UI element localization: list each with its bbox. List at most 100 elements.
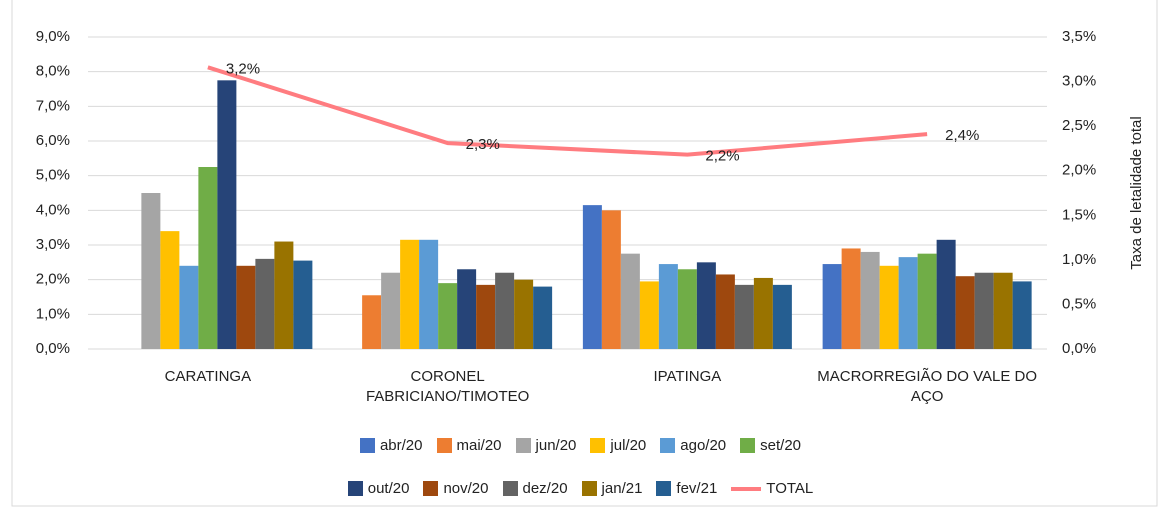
bar xyxy=(822,264,842,349)
legend-item: abr/20 xyxy=(359,437,423,454)
legend-label: set/20 xyxy=(760,437,802,454)
legend-swatch xyxy=(740,438,756,453)
bar xyxy=(362,295,382,349)
y-tick-label: 3,0% xyxy=(36,236,70,253)
y-tick-label: 6,0% xyxy=(36,132,70,149)
data-label: 2,3% xyxy=(466,136,500,153)
bar xyxy=(879,265,899,349)
legend-label: ago/20 xyxy=(680,437,727,454)
legend-swatch xyxy=(347,481,363,496)
legend-row: abr/20 mai/20 jun/20 jul/20 ago/20 set/20 xyxy=(0,437,1161,454)
bar xyxy=(495,272,515,349)
bar xyxy=(293,260,313,349)
x-tick-label: CORONEL FABRICIANO/TIMOTEO xyxy=(365,368,530,405)
y2-tick-label: 1,5% xyxy=(1062,206,1096,223)
legend-item: jan/21 xyxy=(581,480,643,497)
bar xyxy=(236,265,256,349)
bar xyxy=(255,258,275,349)
legend-item: mai/20 xyxy=(436,437,502,454)
bar xyxy=(955,276,975,349)
legend-label: out/20 xyxy=(367,480,410,497)
bar xyxy=(381,272,401,349)
legend-label: dez/20 xyxy=(522,480,568,497)
legend-item: ago/20 xyxy=(660,437,726,454)
legend-item: set/20 xyxy=(740,437,801,454)
legend-label: jan/21 xyxy=(601,480,643,497)
bar xyxy=(601,210,621,349)
legend-item: dez/20 xyxy=(502,480,568,497)
y-tick-label: 5,0% xyxy=(36,167,70,184)
y2-tick-label: 3,5% xyxy=(1062,28,1096,45)
y-tick-label: 0,0% xyxy=(36,340,70,357)
bar xyxy=(658,264,678,349)
data-label: 2,4% xyxy=(945,127,979,144)
bar xyxy=(639,281,659,349)
bar xyxy=(400,239,420,349)
bar xyxy=(772,284,792,349)
bar xyxy=(514,279,534,349)
y-tick-label: 4,0% xyxy=(36,201,70,218)
x-tick-label: MACRORREGIÃO DO VALE DO AÇO xyxy=(817,368,1037,405)
legend-label: abr/20 xyxy=(379,437,423,454)
data-label: 2,2% xyxy=(705,148,739,165)
bar xyxy=(696,262,716,349)
legend-item: jun/20 xyxy=(515,437,577,454)
bar xyxy=(677,269,697,349)
bar xyxy=(198,167,218,349)
bar xyxy=(734,284,754,349)
y-tick-label: 7,0% xyxy=(36,97,70,114)
bar xyxy=(841,248,861,349)
legend-swatch xyxy=(423,481,439,496)
legend-label: TOTAL xyxy=(766,480,814,497)
bar xyxy=(753,277,773,349)
chart-border xyxy=(11,0,1158,507)
legend-item: nov/20 xyxy=(423,480,489,497)
bar xyxy=(715,274,735,349)
y2-axis-title: Taxa de letalidade total xyxy=(1128,116,1145,269)
legend-label: jun/20 xyxy=(535,437,577,454)
legend-item: TOTAL xyxy=(731,480,813,497)
legend-row: out/20 nov/20 dez/20 jan/21 fev/21 TOTAL xyxy=(0,480,1161,497)
bar xyxy=(141,193,161,349)
y-tick-label: 1,0% xyxy=(36,305,70,322)
bar xyxy=(936,239,956,349)
y2-tick-label: 3,0% xyxy=(1062,73,1096,90)
y2-tick-label: 1,0% xyxy=(1062,251,1096,268)
data-label: 3,2% xyxy=(226,60,260,77)
bar xyxy=(217,80,237,349)
y2-tick-label: 0,5% xyxy=(1062,295,1096,312)
legend-label: jul/20 xyxy=(610,437,647,454)
bar xyxy=(457,269,477,349)
legend-swatch xyxy=(515,438,531,453)
legend-label: nov/20 xyxy=(443,480,489,497)
legend-swatch xyxy=(436,438,452,453)
legend-item: jul/20 xyxy=(590,437,646,454)
bar xyxy=(898,257,918,349)
y-tick-label: 2,0% xyxy=(36,271,70,288)
legend-item: out/20 xyxy=(347,480,410,497)
legend-item: fev/21 xyxy=(656,480,717,497)
bar xyxy=(160,231,180,349)
bar xyxy=(179,265,199,349)
legend-swatch xyxy=(656,481,672,496)
legend-swatch xyxy=(660,438,676,453)
bar xyxy=(582,205,602,349)
bar xyxy=(438,283,458,349)
total-line xyxy=(207,65,928,157)
y2-tick-label: 2,0% xyxy=(1062,162,1096,179)
bar xyxy=(860,251,880,349)
y2-tick-label: 2,5% xyxy=(1062,117,1096,134)
legend-swatch xyxy=(590,438,606,453)
y-tick-label: 8,0% xyxy=(36,63,70,80)
bar xyxy=(620,253,640,349)
bar xyxy=(533,286,553,349)
x-tick-label: IPATINGA xyxy=(653,368,722,385)
bar xyxy=(274,241,294,349)
legend-swatch xyxy=(581,481,597,496)
legend-swatch xyxy=(731,486,762,491)
bar xyxy=(476,284,496,349)
y2-tick-label: 0,0% xyxy=(1062,340,1096,357)
legend-swatch xyxy=(502,481,518,496)
